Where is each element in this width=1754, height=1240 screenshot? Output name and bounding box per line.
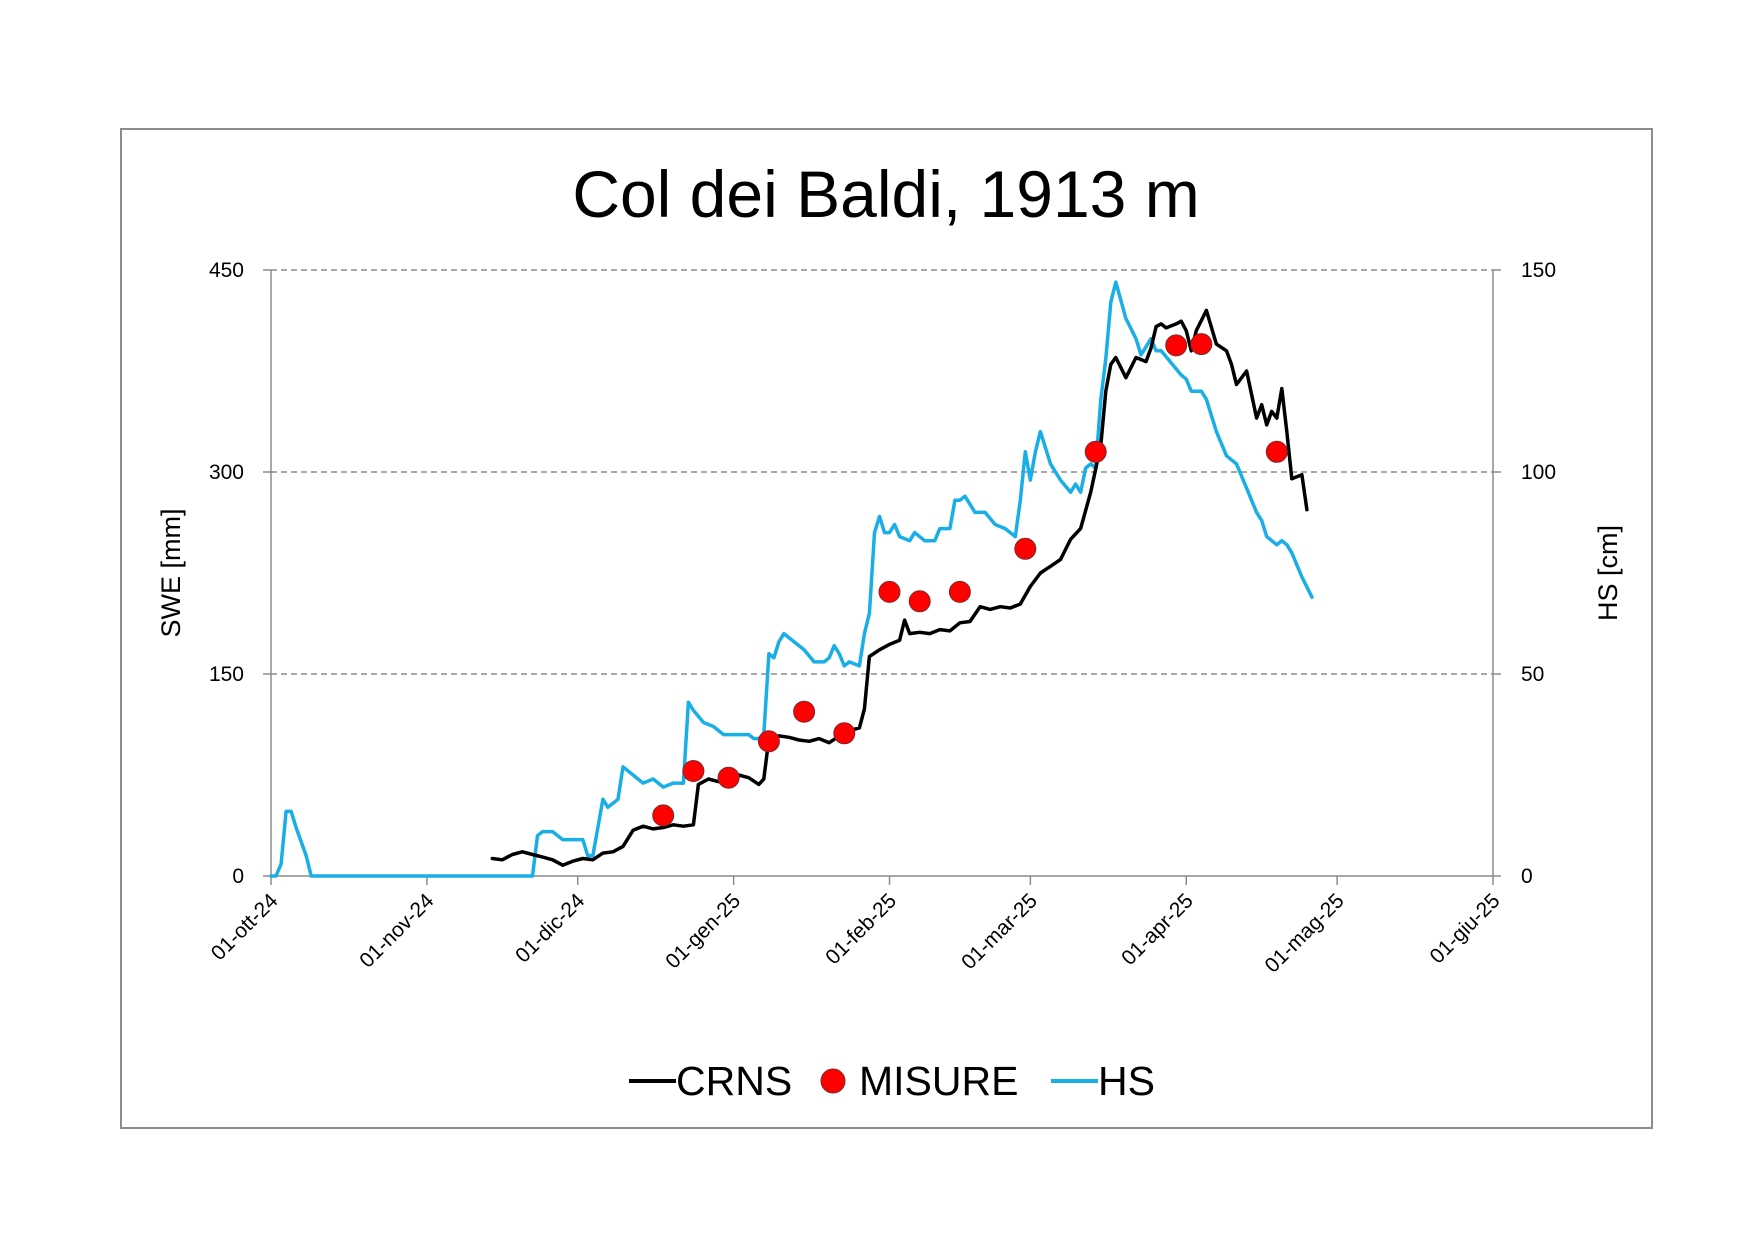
y2-tick-label: 150: [1521, 259, 1556, 282]
data-point-misure: [1190, 333, 1213, 356]
series-line-hs: [269, 280, 1314, 878]
data-point-misure: [652, 804, 675, 827]
data-point-misure: [717, 766, 740, 789]
y2-tick-label: 100: [1521, 461, 1556, 484]
y-tick-label: 450: [209, 259, 244, 282]
data-point-misure: [793, 700, 816, 723]
data-point-misure: [1265, 440, 1288, 463]
legend: CRNS MISURE HS: [629, 1058, 1155, 1104]
data-point-misure: [833, 722, 856, 745]
chart-title: Col dei Baldi, 1913 m: [572, 157, 1199, 231]
y2-tick-label: 50: [1521, 663, 1544, 686]
y2-axis-title: HS [cm]: [1593, 525, 1623, 621]
y-tick-label: 300: [209, 461, 244, 484]
data-point-misure: [878, 580, 901, 603]
y-axis-title: SWE [mm]: [156, 509, 186, 638]
legend-misure-swatch: [820, 1068, 846, 1094]
legend-crns-label: CRNS: [676, 1058, 792, 1104]
legend-misure-label: MISURE: [859, 1058, 1018, 1104]
data-point-misure: [682, 760, 705, 782]
y-tick-label: 150: [209, 663, 244, 686]
y-tick-label: 0: [232, 865, 244, 888]
legend-hs-label: HS: [1098, 1058, 1155, 1104]
series-line-crns: [490, 308, 1309, 867]
data-point-misure: [1084, 440, 1107, 463]
data-point-misure: [948, 580, 971, 603]
data-point-misure: [757, 730, 780, 753]
data-point-misure: [1014, 537, 1037, 560]
y2-tick-labels: 0 50 100 150: [1493, 259, 1556, 888]
series-layer: [269, 280, 1314, 878]
chart-frame: [120, 128, 1653, 1129]
y2-tick-label: 0: [1521, 865, 1533, 888]
data-point-misure: [908, 590, 931, 613]
y-tick-labels: 0 150 300 450: [209, 259, 271, 888]
gridlines: [271, 269, 1493, 675]
data-point-misure: [1165, 334, 1188, 357]
